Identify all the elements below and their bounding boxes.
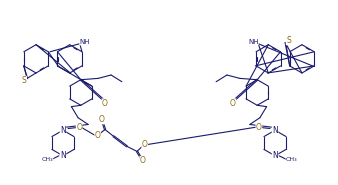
Text: N: N bbox=[60, 151, 66, 160]
Text: NH: NH bbox=[248, 39, 259, 45]
Text: CH₃: CH₃ bbox=[286, 157, 298, 162]
Text: O: O bbox=[140, 156, 146, 165]
Text: O: O bbox=[142, 139, 148, 149]
Text: N: N bbox=[272, 151, 278, 160]
Text: O: O bbox=[256, 123, 262, 132]
Text: S: S bbox=[286, 36, 291, 45]
Text: O: O bbox=[230, 99, 236, 108]
Text: O: O bbox=[99, 115, 105, 124]
Text: O: O bbox=[102, 99, 108, 108]
Text: CH₃: CH₃ bbox=[41, 157, 53, 162]
Text: O: O bbox=[76, 123, 82, 132]
Text: O: O bbox=[95, 131, 101, 140]
Text: NH: NH bbox=[79, 39, 90, 45]
Text: S: S bbox=[22, 76, 27, 85]
Text: N: N bbox=[272, 126, 278, 135]
Text: N: N bbox=[60, 126, 66, 135]
